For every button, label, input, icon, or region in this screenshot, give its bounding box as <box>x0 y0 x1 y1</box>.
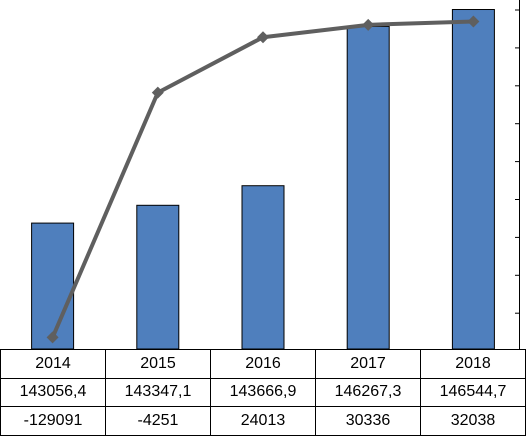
bar <box>136 204 180 350</box>
table-cell-year: 2018 <box>420 349 526 379</box>
table-cell-value: 24013 <box>210 406 316 436</box>
right-axis <box>515 0 520 349</box>
line-point-marker <box>46 331 59 344</box>
table-row-bar-values: 143056,4 143347,1 143666,9 146267,3 1465… <box>0 377 526 408</box>
table-cell-year: 2015 <box>105 349 211 379</box>
table-cell-value: -129091 <box>0 406 106 436</box>
bar <box>31 222 75 350</box>
table-cell-year: 2014 <box>0 349 106 379</box>
bar <box>451 9 495 350</box>
line-point-marker <box>362 18 375 31</box>
bar <box>346 25 390 350</box>
table-cell-year: 2017 <box>315 349 421 379</box>
line-point-marker <box>151 86 164 99</box>
table-cell-value: 143666,9 <box>210 377 316 408</box>
data-table: 2014 2015 2016 2017 2018 143056,4 143347… <box>0 349 526 436</box>
chart-area <box>31 0 520 350</box>
table-cell-value: 146267,3 <box>315 377 421 408</box>
line-point-marker <box>257 31 269 44</box>
table-cell-value: 143056,4 <box>0 377 106 408</box>
table-cell-year: 2016 <box>210 349 316 379</box>
table-row-years: 2014 2015 2016 2017 2018 <box>0 349 526 379</box>
bar <box>241 185 285 350</box>
line-point-marker <box>467 15 480 28</box>
table-row-line-values: -129091 -4251 24013 30336 32038 <box>0 406 526 436</box>
bar-series <box>31 9 495 350</box>
line-series <box>46 15 480 344</box>
table-cell-value: 32038 <box>420 406 526 436</box>
table-cell-value: 146544,7 <box>420 377 526 408</box>
table-cell-value: 30336 <box>315 406 421 436</box>
table-cell-value: 143347,1 <box>105 377 211 408</box>
table-cell-value: -4251 <box>105 406 211 436</box>
